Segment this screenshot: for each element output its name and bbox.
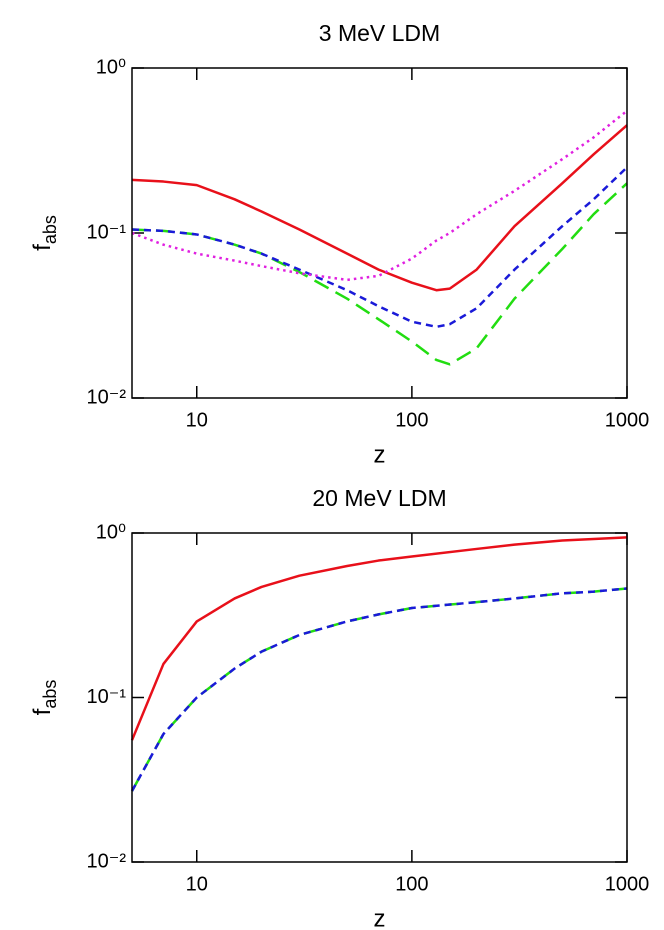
x-tick-label: 1000 — [605, 409, 650, 431]
x-tick-label: 10 — [186, 873, 208, 895]
data-line — [130, 587, 628, 792]
y-axis-label-main: f — [29, 708, 56, 715]
data-line — [130, 536, 628, 741]
data-line — [131, 124, 628, 292]
y-tick-label: 10⁰ — [96, 521, 126, 543]
x-tick-label: 1000 — [605, 873, 650, 895]
y-axis-label: fabs — [29, 215, 59, 251]
y-axis-label: fabs — [29, 680, 59, 716]
y-tick-label: 10⁰ — [96, 56, 126, 78]
y-tick-label: 10⁻¹ — [87, 221, 127, 243]
y-tick-label: 10⁻² — [87, 850, 127, 872]
plot-frame — [131, 67, 628, 399]
y-axis-label-sub: abs — [40, 680, 60, 709]
x-tick-label: 100 — [395, 873, 428, 895]
y-tick-label: 10⁻² — [87, 386, 127, 408]
data-line — [131, 182, 628, 366]
x-axis-label: z — [374, 905, 386, 930]
y-tick-label: 10⁻¹ — [87, 686, 127, 708]
x-tick-label: 10 — [186, 409, 208, 431]
data-line — [131, 109, 628, 282]
chart-title: 20 MeV LDM — [312, 485, 446, 511]
data-line — [131, 166, 628, 329]
plot-frame — [131, 532, 628, 863]
chart-title: 3 MeV LDM — [319, 20, 440, 46]
y-axis-label-main: f — [29, 244, 56, 251]
x-tick-label: 100 — [395, 409, 428, 431]
x-axis-label: z — [374, 441, 386, 468]
y-axis-label-sub: abs — [40, 215, 60, 244]
